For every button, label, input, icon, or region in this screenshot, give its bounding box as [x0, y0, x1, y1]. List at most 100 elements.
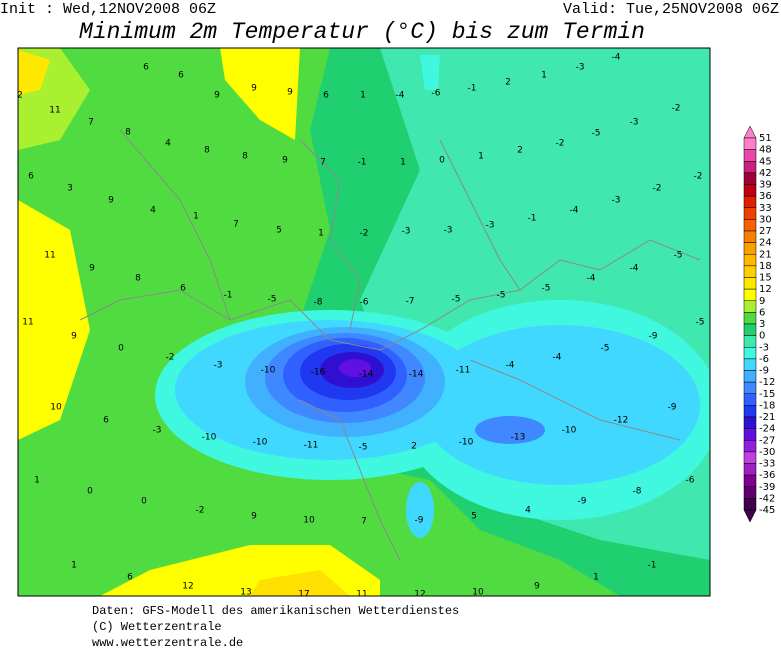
temperature-label: 0 [141, 497, 147, 507]
temperature-label: 2 [505, 78, 511, 88]
temperature-label: -5 [497, 291, 506, 301]
temperature-label: 1 [541, 71, 547, 81]
temperature-label: -2 [360, 229, 369, 239]
colorbar-label: -45 [759, 505, 775, 516]
temperature-label: 12 [414, 590, 425, 600]
temperature-label: 8 [135, 274, 141, 284]
temperature-label: 9 [282, 156, 288, 166]
temperature-label: 4 [525, 506, 531, 516]
temperature-label: -3 [153, 426, 162, 436]
temperature-label: 5 [471, 512, 477, 522]
temperature-label: -4 [612, 53, 621, 63]
colorbar-label: 6 [759, 307, 765, 318]
colorbar-segment [743, 440, 757, 453]
temperature-label: -1 [648, 561, 657, 571]
field-band [18, 50, 50, 95]
temperature-label: 12 [182, 582, 193, 592]
temperature-label: 7 [320, 158, 326, 168]
field-band [220, 48, 300, 140]
temperature-label: 9 [534, 582, 540, 592]
temperature-label: -1 [224, 291, 233, 301]
colorbar-segment [743, 393, 757, 406]
temperature-label: 4 [150, 206, 156, 216]
temperature-label: -4 [506, 361, 515, 371]
colorbar-segment [743, 405, 757, 418]
field-band [420, 55, 440, 90]
temperature-label: -3 [444, 226, 453, 236]
temperature-label: 1 [34, 476, 40, 486]
temperature-label: -11 [304, 441, 319, 451]
colorbar-label: 24 [759, 238, 772, 249]
colorbar-segment [743, 254, 757, 267]
temperature-label: -5 [696, 318, 705, 328]
temperature-label: -4 [396, 91, 405, 101]
temperature-label: 8 [204, 146, 210, 156]
temperature-label: 1 [71, 561, 77, 571]
temperature-label: 11 [356, 590, 367, 600]
temperature-label: 10 [303, 516, 315, 526]
temperature-label: -10 [459, 438, 474, 448]
temperature-label: 1 [318, 229, 324, 239]
temperature-label: 11 [22, 318, 33, 328]
colorbar-segment [743, 370, 757, 383]
temperature-label: 3 [67, 184, 73, 194]
temperature-label: -2 [556, 139, 565, 149]
temperature-label: 9 [287, 88, 293, 98]
temperature-label: 1 [193, 212, 199, 222]
temperature-label: -1 [358, 158, 367, 168]
temperature-label: -13 [511, 433, 526, 443]
temperature-label: 8 [242, 152, 248, 162]
temperature-label: 7 [233, 220, 239, 230]
temperature-label: -5 [542, 284, 551, 294]
colorbar-label: 45 [759, 156, 772, 167]
colorbar-label: -21 [759, 412, 775, 423]
temperature-label: 9 [71, 332, 77, 342]
temperature-label: 10 [472, 588, 484, 598]
temperature-label: -1 [528, 214, 537, 224]
map-frame [17, 47, 711, 597]
colorbar-segment [743, 312, 757, 325]
temperature-label: 2 [17, 91, 23, 101]
temperature-label: -14 [359, 370, 374, 380]
temperature-label: -3 [630, 118, 639, 128]
temperature-label: -2 [653, 184, 662, 194]
temperature-label: -5 [268, 295, 277, 305]
colorbar-segment [743, 207, 757, 220]
colorbar-label: -18 [759, 400, 775, 411]
colorbar-segment [743, 277, 757, 290]
temperature-label: 1 [593, 573, 599, 583]
colorbar-label: 39 [759, 180, 772, 191]
temperature-label: -11 [456, 366, 471, 376]
temperature-label: 7 [361, 517, 367, 527]
colorbar-segment [743, 230, 757, 243]
colorbar-segment [743, 137, 757, 150]
colorbar-label: 15 [759, 273, 772, 284]
colorbar-segment [743, 416, 757, 429]
temperature-label: -9 [649, 332, 658, 342]
colorbar-segment [743, 323, 757, 336]
temperature-label: -5 [674, 251, 683, 261]
colorbar-segment [743, 172, 757, 185]
temperature-label: 0 [87, 487, 93, 497]
temperature-label: -4 [570, 206, 579, 216]
valid-time: Valid: Tue,25NOV2008 06Z [563, 1, 779, 18]
colorbar-segment [743, 242, 757, 255]
colorbar-segment [743, 498, 757, 511]
colorbar-segment [743, 451, 757, 464]
temperature-label: -1 [468, 84, 477, 94]
colorbar-segment [743, 265, 757, 278]
colorbar-label: 3 [759, 319, 765, 330]
colorbar-segment [743, 474, 757, 487]
colorbar-segment [743, 463, 757, 476]
field-band [18, 200, 90, 440]
temperature-label: 1 [400, 158, 406, 168]
temperature-label: -6 [432, 89, 441, 99]
temperature-label: -4 [630, 264, 639, 274]
footer-copyright: (C) Wetterzentrale [92, 620, 222, 634]
temperature-label: -4 [553, 353, 562, 363]
temperature-label: -16 [311, 368, 326, 378]
temperature-label: 8 [125, 128, 131, 138]
colorbar-segment [743, 184, 757, 197]
colorbar-label: 0 [759, 331, 765, 342]
